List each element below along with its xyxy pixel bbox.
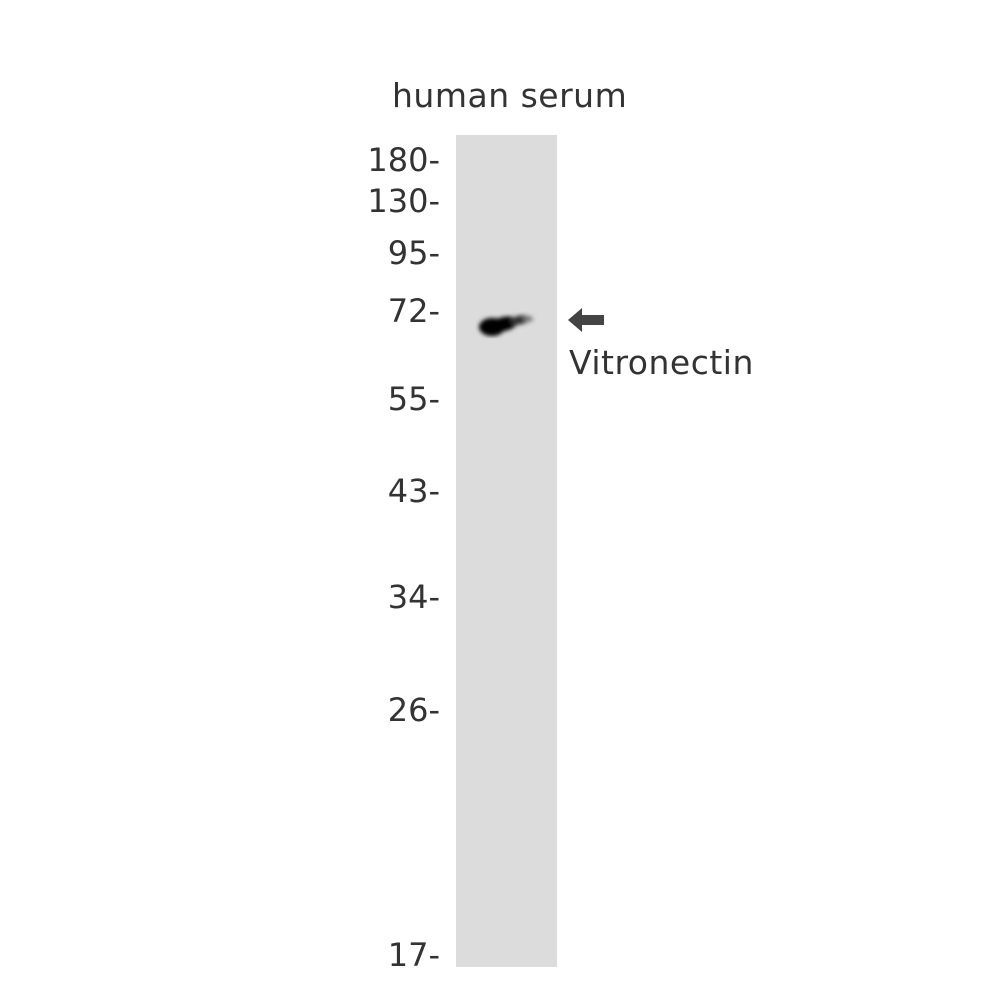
marker-label: 55- — [387, 380, 440, 418]
arrow-left-icon — [568, 308, 604, 332]
protein-label: Vitronectin — [569, 343, 754, 382]
blot-lane — [456, 135, 557, 967]
marker-label: 180- — [367, 141, 440, 179]
marker-label: 34- — [387, 578, 440, 616]
marker-label: 130- — [367, 182, 440, 220]
sample-label: human serum — [392, 76, 628, 115]
marker-label: 17- — [387, 936, 440, 974]
marker-label: 95- — [387, 234, 440, 272]
marker-label: 43- — [387, 472, 440, 510]
marker-label: 26- — [387, 691, 440, 729]
protein-band — [479, 315, 533, 336]
marker-label: 72- — [387, 292, 440, 330]
